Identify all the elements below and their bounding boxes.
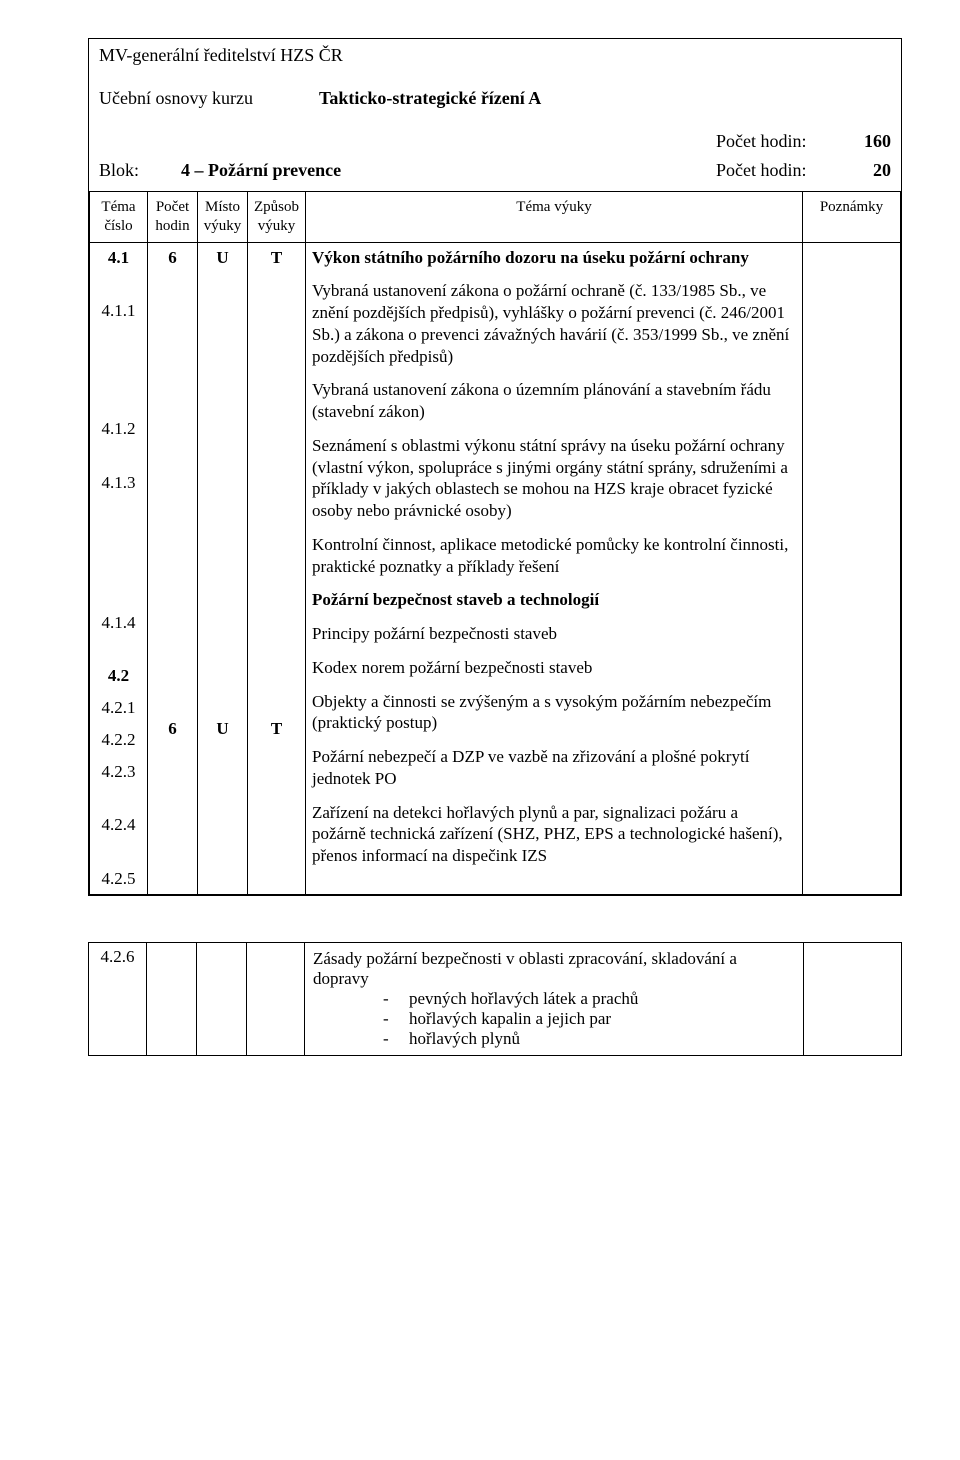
topic-number: 4.1 [96, 247, 141, 269]
course-label: Učební osnovy kurzu [99, 88, 319, 109]
topic-text: Požární nebezpečí a DZP ve vazbě na zřiz… [312, 746, 796, 790]
topic-number: 4.1.2 [96, 418, 141, 440]
hours-value: 6 [154, 247, 191, 269]
topic-number: 4.2.6 [89, 942, 147, 1055]
topic-number: 4.2.3 [96, 761, 141, 783]
topic-number: 4.2.5 [96, 868, 141, 890]
topic-text: Kontrolní činnost, aplikace metodické po… [312, 534, 796, 578]
topic-texts-cell: Zásady požární bezpečnosti v oblasti zpr… [305, 942, 804, 1055]
topic-number: 4.2.4 [96, 814, 141, 836]
document-header: MV-generální ředitelství HZS ČR Učební o… [89, 39, 901, 191]
topic-number: 4.1.3 [96, 472, 141, 494]
place-cell: U U [198, 242, 248, 894]
total-hours-label: Počet hodin: [716, 131, 846, 152]
place-value: U [204, 247, 241, 269]
topic-title: Výkon státního požárního dozoru na úseku… [312, 247, 796, 269]
place-value: U [204, 718, 241, 740]
col-misto: Místovýuky [198, 192, 248, 243]
total-hours-value: 160 [846, 131, 891, 152]
dash-list: pevných hořlavých látek a prachů hořlavý… [383, 989, 795, 1049]
topic-text: Vybraná ustanovení zákona o územním plán… [312, 379, 796, 423]
hours-cell [147, 942, 197, 1055]
mode-value: T [254, 247, 299, 269]
table-header-row: Témačíslo Počethodin Místovýuky Způsobvý… [90, 192, 901, 243]
topic-numbers-cell: 4.1 4.1.1 4.1.2 4.1.3 4.1.4 4.2 4.2.1 [90, 242, 148, 894]
block-hours-label: Počet hodin: [716, 160, 846, 181]
document-frame: MV-generální ředitelství HZS ČR Učební o… [88, 38, 902, 896]
topic-number: 4.1.1 [96, 300, 141, 322]
page: MV-generální ředitelství HZS ČR Učební o… [0, 0, 960, 1460]
topic-text: Seznámení s oblastmi výkonu státní správ… [312, 435, 796, 522]
organization-name: MV-generální ředitelství HZS ČR [99, 45, 891, 66]
topic-text: Zařízení na detekci hořlavých plynů a pa… [312, 802, 796, 867]
topic-text: Vybraná ustanovení zákona o požární ochr… [312, 280, 796, 367]
notes-cell [804, 942, 902, 1055]
topic-number: 4.1.4 [96, 612, 141, 634]
topic-number: 4.2.2 [96, 729, 141, 751]
block-value: 4 – Požární prevence [181, 160, 716, 181]
hours-cell: 6 6 [148, 242, 198, 894]
table-body-row: 4.1 4.1.1 4.1.2 4.1.3 4.1.4 4.2 4.2.1 [90, 242, 901, 894]
topic-number: 4.2 [96, 665, 141, 687]
col-tema-cislo: Témačíslo [90, 192, 148, 243]
list-item: pevných hořlavých látek a prachů [383, 989, 795, 1009]
continuation-table: 4.2.6 Zásady požární bezpečnosti v oblas… [88, 942, 902, 1056]
place-cell [197, 942, 247, 1055]
notes-cell [803, 242, 901, 894]
col-pocet-hodin: Počethodin [148, 192, 198, 243]
topic-title: Požární bezpečnost staveb a technologií [312, 589, 796, 611]
curriculum-table: Témačíslo Počethodin Místovýuky Způsobvý… [89, 191, 901, 895]
course-row: Učební osnovy kurzu Takticko-strategické… [99, 88, 891, 109]
total-hours-row: Počet hodin: 160 [99, 131, 891, 152]
block-hours-value: 20 [846, 160, 891, 181]
col-tema-vyuky: Téma výuky [306, 192, 803, 243]
list-item: hořlavých kapalin a jejich par [383, 1009, 795, 1029]
mode-cell [247, 942, 305, 1055]
mode-cell: T T [248, 242, 306, 894]
mode-value: T [254, 718, 299, 740]
course-value: Takticko-strategické řízení A [319, 88, 541, 109]
hours-value: 6 [154, 718, 191, 740]
topic-texts-cell: Výkon státního požárního dozoru na úseku… [306, 242, 803, 894]
list-item: hořlavých plynů [383, 1029, 795, 1049]
topic-text: Objekty a činnosti se zvýšeným a s vysok… [312, 691, 796, 735]
topic-text: Kodex norem požární bezpečnosti staveb [312, 657, 796, 679]
topic-text: Zásady požární bezpečnosti v oblasti zpr… [313, 949, 737, 988]
col-poznamky: Poznámky [803, 192, 901, 243]
block-row: Blok: 4 – Požární prevence Počet hodin: … [99, 160, 891, 181]
col-zpusob: Způsobvýuky [248, 192, 306, 243]
topic-text: Principy požární bezpečnosti staveb [312, 623, 796, 645]
table-row: 4.2.6 Zásady požární bezpečnosti v oblas… [89, 942, 902, 1055]
topic-number: 4.2.1 [96, 697, 141, 719]
block-label: Blok: [99, 160, 181, 181]
